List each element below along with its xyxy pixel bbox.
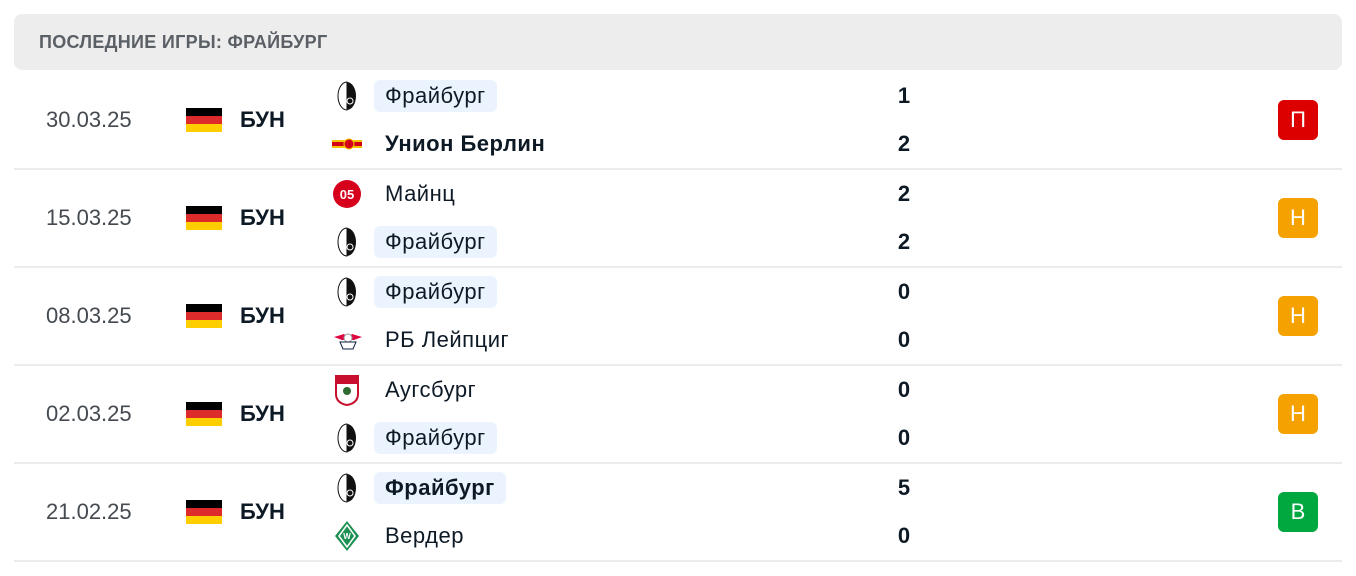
league-code: БУН [240, 205, 285, 230]
team-name: Фрайбург [374, 276, 497, 308]
match-row[interactable]: 21.02.25 БУН Фрайбург 5 W Вердер 0 В [14, 463, 1342, 562]
home-team[interactable]: Аугсбург [332, 372, 487, 408]
match-row[interactable]: 08.03.25 БУН Фрайбург 0 РБ Лейпциг 0 Н [14, 267, 1342, 366]
home-team[interactable]: 05 Майнц [332, 176, 466, 212]
result-badge: Н [1278, 198, 1318, 238]
away-team[interactable]: Фрайбург [332, 420, 497, 456]
home-score: 0 [897, 377, 911, 402]
home-score: 0 [897, 279, 911, 304]
home-score: 5 [897, 475, 911, 500]
match-date: 15.03.25 [46, 205, 132, 230]
away-team[interactable]: Унион Берлин [332, 126, 556, 162]
match-date: 21.02.25 [46, 499, 132, 524]
match-row[interactable]: 30.03.25 БУН Фрайбург 1 Унион Берлин 2 П [14, 71, 1342, 170]
result-badge: Н [1278, 394, 1318, 434]
freiburg-logo-icon [332, 423, 362, 453]
union-berlin-logo-icon [332, 129, 362, 159]
result-badge: Н [1278, 296, 1318, 336]
team-name: Фрайбург [374, 80, 497, 112]
home-score: 1 [897, 83, 911, 108]
league-code: БУН [240, 303, 285, 328]
away-score: 0 [897, 327, 911, 352]
away-score: 2 [897, 131, 911, 156]
team-name: Вердер [385, 523, 464, 548]
section-title: ПОСЛЕДНИЕ ИГРЫ: ФРАЙБУРГ [39, 31, 328, 52]
freiburg-logo-icon [332, 277, 362, 307]
germany-flag-icon [186, 500, 222, 524]
home-team[interactable]: Фрайбург [332, 470, 506, 506]
match-row[interactable]: 02.03.25 БУН Аугсбург 0 Фрайбург 0 Н [14, 365, 1342, 464]
section-header: ПОСЛЕДНИЕ ИГРЫ: ФРАЙБУРГ [14, 14, 1342, 70]
league-code: БУН [240, 107, 285, 132]
away-team[interactable]: W Вердер [332, 518, 475, 554]
augsburg-logo-icon [332, 375, 362, 406]
result-badge: П [1278, 100, 1318, 140]
germany-flag-icon [186, 402, 222, 426]
away-score: 0 [897, 523, 911, 548]
freiburg-logo-icon [332, 227, 362, 257]
mainz-logo-icon: 05 [332, 179, 362, 209]
team-name: Фрайбург [374, 226, 497, 258]
team-name: Аугсбург [385, 377, 477, 402]
away-score: 0 [897, 425, 911, 450]
away-team[interactable]: РБ Лейпциг [332, 322, 520, 358]
match-date: 08.03.25 [46, 303, 132, 328]
team-name: РБ Лейпциг [385, 327, 510, 352]
home-team[interactable]: Фрайбург [332, 78, 497, 114]
freiburg-logo-icon [332, 81, 362, 111]
team-name: Унион Берлин [385, 131, 546, 156]
rb-leipzig-logo-icon [332, 325, 362, 355]
team-name: Фрайбург [374, 472, 506, 504]
away-team[interactable]: Фрайбург [332, 224, 497, 260]
home-score: 2 [897, 181, 911, 206]
away-score: 2 [897, 229, 911, 254]
freiburg-logo-icon [332, 473, 362, 503]
home-team[interactable]: Фрайбург [332, 274, 497, 310]
league-code: БУН [240, 499, 285, 524]
match-date: 30.03.25 [46, 107, 132, 132]
germany-flag-icon [186, 304, 222, 328]
team-name: Фрайбург [374, 422, 497, 454]
svg-text:W: W [343, 532, 351, 541]
svg-text:05: 05 [340, 187, 354, 202]
match-row[interactable]: 15.03.25 БУН 05 Майнц 2 Фрайбург 2 Н [14, 169, 1342, 268]
team-name: Майнц [385, 181, 456, 206]
germany-flag-icon [186, 108, 222, 132]
match-date: 02.03.25 [46, 401, 132, 426]
werder-logo-icon: W [332, 521, 362, 551]
league-code: БУН [240, 401, 285, 426]
result-badge: В [1278, 492, 1318, 532]
germany-flag-icon [186, 206, 222, 230]
